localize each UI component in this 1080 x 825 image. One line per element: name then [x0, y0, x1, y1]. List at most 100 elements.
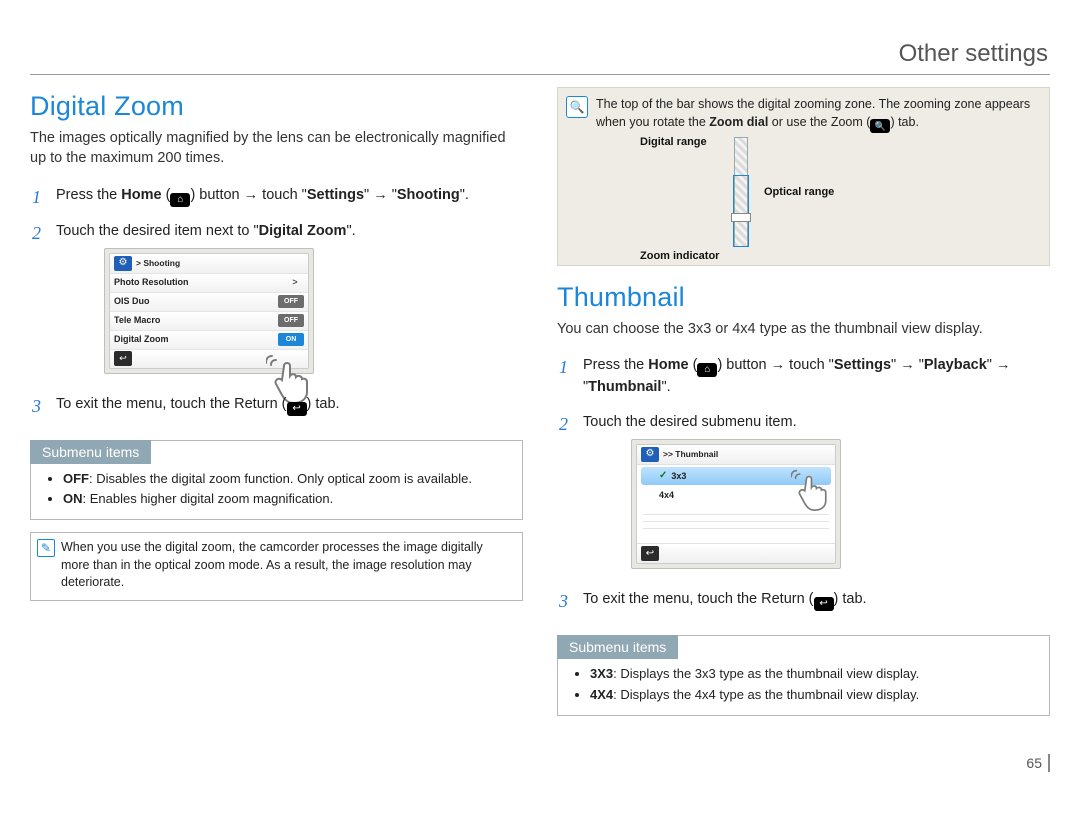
toggle-off[interactable]: OFF [278, 314, 304, 327]
text: ) tab. [890, 115, 919, 129]
two-column-layout: Digital Zoom The images optically magnif… [30, 87, 1050, 728]
text: " → " [364, 187, 397, 203]
gear-icon [114, 256, 132, 271]
label-zoom-indicator: Zoom indicator [640, 249, 719, 264]
text-bold: Playback [924, 357, 987, 373]
page-footer: 65 [30, 754, 1050, 772]
text: ". [346, 223, 355, 239]
text-bold: Thumbnail [588, 379, 661, 395]
text: or use the Zoom ( [768, 115, 870, 129]
zoom-icon [870, 119, 890, 133]
home-icon [697, 363, 717, 377]
touch-hand-icon [791, 469, 837, 515]
label-optical-range: Optical range [764, 185, 834, 200]
magnifier-icon [566, 96, 588, 118]
section-heading-thumbnail: Thumbnail [557, 282, 1050, 313]
text-bold: OFF [63, 471, 89, 486]
zoom-indicator-knob [731, 213, 751, 222]
toggle-off[interactable]: OFF [278, 295, 304, 308]
step-1: Press the Home ( ) button → touch "Settin… [557, 351, 1050, 408]
return-icon [814, 597, 834, 611]
submenu-box: Submenu items 3X3: Displays the 3x3 type… [557, 635, 1050, 716]
zoom-labels: Digital range Optical range Zoom indicat… [758, 137, 898, 247]
text-bold: ON [63, 491, 83, 506]
text: ) button → touch " [190, 187, 306, 203]
text: ( [162, 187, 171, 203]
section-heading-digital-zoom: Digital Zoom [30, 91, 523, 122]
step-3: To exit the menu, touch the Return ( ) ta… [557, 585, 1050, 621]
submenu-title: Submenu items [557, 635, 678, 659]
zoom-bar [734, 137, 748, 247]
step-2: Touch the desired item next to "Digital … [30, 217, 523, 390]
chevron-right-icon: > [286, 276, 304, 289]
text: : Displays the 3x3 type as the thumbnail… [613, 666, 919, 681]
right-column: The top of the bar shows the digital zoo… [557, 87, 1050, 728]
manual-page: Other settings Digital Zoom The images o… [0, 0, 1080, 825]
return-icon[interactable] [114, 351, 132, 366]
text-bold: 3X3 [590, 666, 613, 681]
steps-list: Press the Home ( ) button → touch "Settin… [557, 351, 1050, 622]
intro-text: The images optically magnified by the le… [30, 128, 523, 169]
return-icon [287, 402, 307, 416]
info-text: The top of the bar shows the digital zoo… [596, 96, 1041, 247]
label-digital-range: Digital range [640, 135, 707, 150]
text-bold: Settings [834, 357, 891, 373]
text: To exit the menu, touch the Return ( [583, 591, 814, 607]
screenshot-thumbnail-menu: >> Thumbnail 3x3 4x4 [631, 439, 841, 570]
chapter-title: Other settings [30, 30, 1050, 74]
text: ) tab. [834, 591, 867, 607]
menu-header: > Shooting [110, 254, 308, 273]
text-bold: Digital Zoom [259, 223, 347, 239]
step-2: Touch the desired submenu item. >> Thumb… [557, 408, 1050, 586]
steps-list: Press the Home ( ) button → touch "Settin… [30, 181, 523, 426]
page-number: 65 [1026, 755, 1042, 771]
text: " → " [891, 357, 924, 373]
step-3: To exit the menu, touch the Return () ta… [30, 390, 523, 426]
text-bold: Settings [307, 187, 364, 203]
menu-row[interactable]: Digital Zoom ON [110, 330, 308, 349]
text: Press the [583, 357, 648, 373]
text: : Enables higher digital zoom magnificat… [83, 491, 334, 506]
text: ". [460, 187, 469, 203]
list-item: ON: Enables higher digital zoom magnific… [63, 490, 510, 509]
text: : Displays the 4x4 type as the thumbnail… [613, 687, 919, 702]
step-1: Press the Home ( ) button → touch "Settin… [30, 181, 523, 217]
list-item: 4X4: Displays the 4x4 type as the thumbn… [590, 686, 1037, 705]
text: ( [689, 357, 698, 373]
menu-header: >> Thumbnail [637, 445, 835, 465]
menu-row[interactable]: Tele Macro OFF [110, 311, 308, 330]
toggle-on[interactable]: ON [278, 333, 304, 346]
info-panel: The top of the bar shows the digital zoo… [557, 87, 1050, 266]
menu-footer [637, 543, 835, 563]
menu-label: Digital Zoom [114, 333, 274, 346]
note-text: When you use the digital zoom, the camco… [61, 533, 522, 600]
menu-row[interactable]: OIS Duo OFF [110, 292, 308, 311]
menu-label: OIS Duo [114, 295, 274, 308]
list-item: 3X3: Displays the 3x3 type as the thumbn… [590, 665, 1037, 684]
text: ". [661, 379, 670, 395]
text-bold: Home [121, 187, 161, 203]
home-icon [170, 193, 190, 207]
breadcrumb: > Shooting [136, 257, 304, 269]
text: Touch the desired item next to " [56, 223, 259, 239]
text-bold: Home [648, 357, 688, 373]
submenu-title: Submenu items [30, 440, 151, 464]
gear-icon [641, 447, 659, 462]
text-bold: 4X4 [590, 687, 613, 702]
text: To exit the menu, touch the Return ( [56, 396, 287, 412]
text: Press the [56, 187, 121, 203]
menu-row[interactable]: Photo Resolution > [110, 273, 308, 292]
zoom-diagram: Digital range Optical range Zoom indicat… [634, 137, 1041, 247]
submenu-list: OFF: Disables the digital zoom function.… [49, 470, 510, 510]
note-box: ✎ When you use the digital zoom, the cam… [30, 532, 523, 601]
submenu-box: Submenu items OFF: Disables the digital … [30, 440, 523, 521]
list-item: OFF: Disables the digital zoom function.… [63, 470, 510, 489]
return-icon[interactable] [641, 546, 659, 561]
text: Touch the desired submenu item. [583, 414, 797, 430]
left-column: Digital Zoom The images optically magnif… [30, 87, 523, 728]
menu-label: Photo Resolution [114, 276, 282, 289]
menu-label: Tele Macro [114, 314, 274, 327]
screenshot-shooting-menu: > Shooting Photo Resolution> OIS DuoOFF … [104, 248, 314, 374]
note-icon: ✎ [31, 533, 61, 600]
text: ) button → touch " [717, 357, 833, 373]
